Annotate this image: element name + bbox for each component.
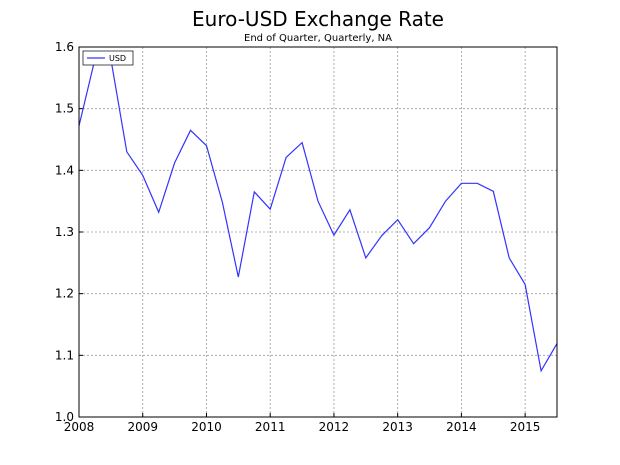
x-tick-label: 2011 xyxy=(255,420,286,434)
x-tick-label: 2009 xyxy=(127,420,158,434)
axis-ticks: 2008 2009 2010 2011 2012 2013 2014 2015 1.0 1.1 1.… xyxy=(55,40,541,434)
series-line-usd xyxy=(78,58,558,373)
x-tick-label: 2013 xyxy=(382,420,413,434)
chart-title: Euro-USD Exchange Rate xyxy=(192,7,444,31)
y-tick-label: 1.0 xyxy=(55,410,74,424)
x-tick-label: 2008 xyxy=(64,420,95,434)
x-tick-label: 2014 xyxy=(446,420,477,434)
x-tick-label: 2012 xyxy=(319,420,350,434)
legend-label: USD xyxy=(109,54,126,63)
chart-subtitle: End of Quarter, Quarterly, NA xyxy=(244,33,392,44)
plot-area-frame xyxy=(78,46,558,418)
series-layer xyxy=(78,58,558,373)
legend-box xyxy=(82,50,134,66)
y-tick-label: 1.5 xyxy=(55,102,74,116)
x-tick-label: 2015 xyxy=(510,420,541,434)
y-tick-label: 1.1 xyxy=(55,348,74,362)
x-tick-label: 2010 xyxy=(191,420,222,434)
legend: USD xyxy=(82,50,134,66)
y-tick-label: 1.4 xyxy=(55,163,74,177)
y-tick-label: 1.3 xyxy=(55,225,74,239)
y-tick-label: 1.2 xyxy=(55,287,74,301)
grid xyxy=(79,47,557,417)
y-tick-label: 1.6 xyxy=(55,40,74,54)
